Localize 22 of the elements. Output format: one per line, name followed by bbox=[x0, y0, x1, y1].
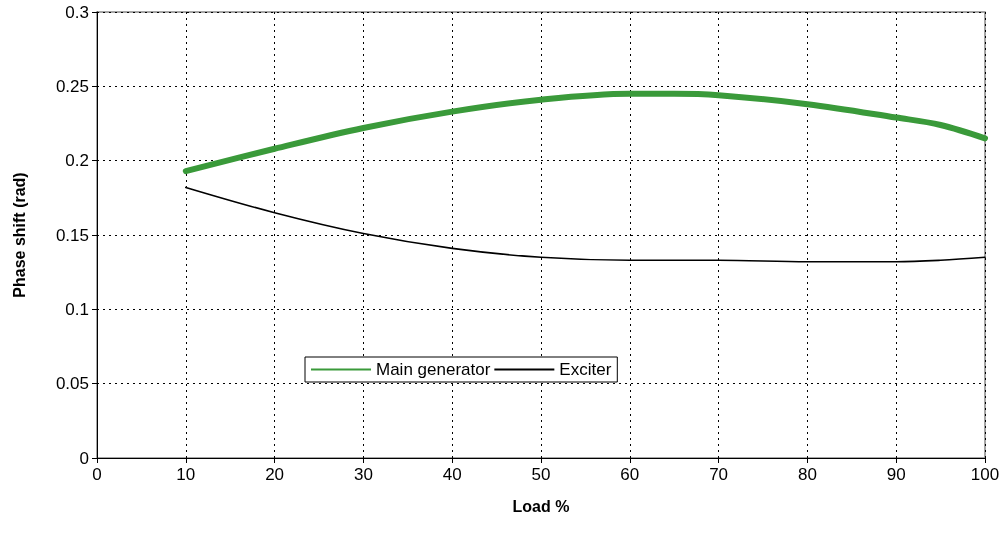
x-axis-title: Load % bbox=[512, 497, 570, 515]
y-tick-label: 0.2 bbox=[65, 151, 89, 171]
x-tick-label: 90 bbox=[886, 465, 906, 484]
x-tick-label: 60 bbox=[620, 465, 640, 484]
x-tick-label: 40 bbox=[442, 465, 462, 484]
y-tick-label: 0.3 bbox=[65, 2, 89, 22]
x-tick-label: 70 bbox=[709, 465, 729, 484]
y-tick-label: 0.25 bbox=[55, 76, 89, 96]
legend-label: Exciter bbox=[559, 360, 612, 379]
x-tick-label: 30 bbox=[353, 465, 373, 484]
x-tick-label: 20 bbox=[265, 465, 285, 484]
x-tick-label: 100 bbox=[970, 465, 1000, 484]
y-tick-label: 0.05 bbox=[55, 374, 89, 394]
x-tick-label: 10 bbox=[176, 465, 196, 484]
x-tick-label: 80 bbox=[797, 465, 817, 484]
y-tick-label: 0.15 bbox=[55, 225, 89, 245]
y-axis-title: Phase shift (rad) bbox=[10, 172, 28, 298]
y-tick-label: 0 bbox=[79, 448, 89, 468]
y-tick-label: 0.1 bbox=[65, 299, 89, 319]
x-tick-label: 50 bbox=[531, 465, 551, 484]
legend-label: Main generator bbox=[376, 360, 491, 379]
x-tick-label: 0 bbox=[92, 465, 102, 484]
